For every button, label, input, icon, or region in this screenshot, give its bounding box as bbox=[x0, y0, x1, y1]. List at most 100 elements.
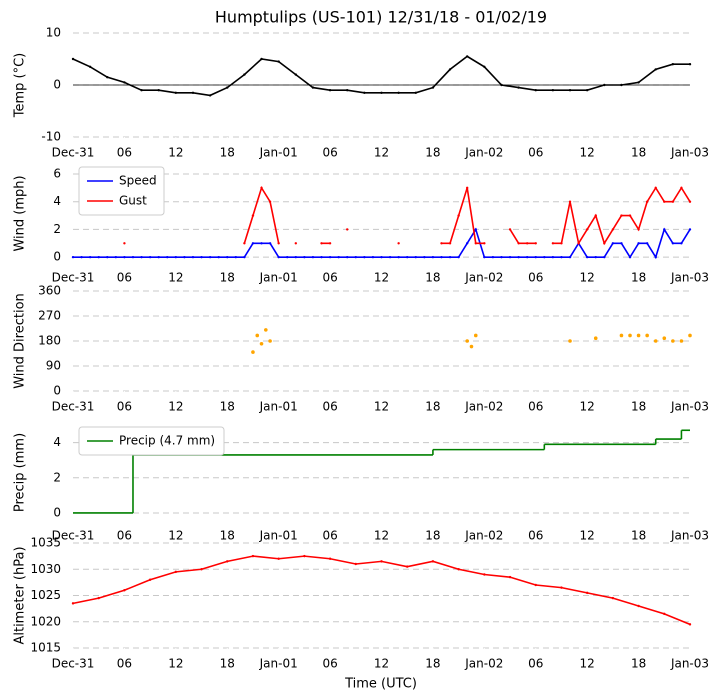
point bbox=[363, 255, 366, 259]
x-tick-label: 18 bbox=[220, 400, 235, 414]
point bbox=[525, 255, 529, 259]
point bbox=[191, 91, 195, 95]
point bbox=[311, 255, 315, 259]
x-tick-label: 12 bbox=[168, 529, 183, 543]
x-tick-label: Dec-31 bbox=[52, 271, 95, 285]
point bbox=[568, 200, 572, 203]
point bbox=[680, 242, 683, 245]
point bbox=[636, 333, 641, 338]
point bbox=[517, 255, 520, 259]
point bbox=[88, 65, 92, 69]
point bbox=[260, 186, 263, 190]
y-tick-label: 180 bbox=[38, 334, 61, 348]
point bbox=[645, 333, 649, 338]
point bbox=[371, 255, 375, 259]
point bbox=[688, 333, 692, 338]
x-tick-label: Jan-02 bbox=[464, 529, 503, 543]
point bbox=[560, 255, 563, 259]
point bbox=[568, 89, 572, 92]
x-tick-label: 06 bbox=[528, 657, 543, 671]
point bbox=[491, 255, 495, 259]
point bbox=[448, 255, 452, 259]
y-tick-label: 0 bbox=[53, 384, 61, 398]
point bbox=[406, 565, 409, 568]
point bbox=[123, 255, 126, 259]
point bbox=[217, 255, 220, 259]
point bbox=[88, 255, 92, 259]
x-tick-label: Dec-31 bbox=[52, 529, 95, 543]
x-tick-label: Dec-31 bbox=[52, 657, 95, 671]
x-tick-label: 18 bbox=[425, 271, 440, 285]
point bbox=[157, 255, 160, 259]
point bbox=[354, 255, 357, 259]
point bbox=[465, 339, 469, 343]
x-tick-label: Jan-03 bbox=[670, 657, 709, 671]
point bbox=[406, 255, 409, 259]
point bbox=[637, 81, 640, 84]
y-tick-label: 90 bbox=[46, 359, 61, 373]
point bbox=[294, 255, 298, 259]
x-tick-label: 18 bbox=[631, 146, 646, 160]
x-tick-label: Jan-01 bbox=[259, 146, 298, 160]
point bbox=[671, 339, 675, 343]
x-tick-label: Jan-01 bbox=[259, 657, 298, 671]
x-tick-label: 18 bbox=[220, 529, 235, 543]
y-axis-label: Temp (°C) bbox=[13, 53, 28, 119]
point bbox=[457, 255, 460, 259]
point bbox=[259, 341, 264, 346]
point bbox=[483, 242, 486, 245]
point bbox=[474, 242, 477, 245]
point bbox=[346, 89, 349, 92]
point bbox=[268, 200, 272, 203]
point bbox=[517, 242, 520, 245]
point bbox=[594, 255, 597, 259]
y-axis-label: Wind (mph) bbox=[13, 175, 28, 251]
x-tick-label: 12 bbox=[374, 529, 389, 543]
point bbox=[123, 81, 126, 84]
point bbox=[174, 255, 178, 259]
point bbox=[448, 68, 452, 71]
point bbox=[320, 242, 323, 245]
x-tick-label: 06 bbox=[528, 146, 543, 160]
point bbox=[414, 91, 417, 95]
x-tick-label: Jan-02 bbox=[464, 271, 503, 285]
point bbox=[465, 242, 469, 245]
x-tick-label: 06 bbox=[528, 271, 543, 285]
point bbox=[363, 91, 366, 95]
point bbox=[603, 83, 606, 87]
point bbox=[354, 562, 357, 566]
point bbox=[380, 560, 383, 563]
point bbox=[671, 62, 675, 66]
y-tick-label: 6 bbox=[53, 167, 61, 181]
point bbox=[431, 560, 435, 563]
point bbox=[328, 557, 332, 560]
point bbox=[611, 596, 615, 600]
x-tick-label: 12 bbox=[168, 146, 183, 160]
point bbox=[543, 255, 546, 259]
x-tick-label: 18 bbox=[425, 400, 440, 414]
point bbox=[628, 333, 632, 338]
point bbox=[294, 242, 298, 245]
point bbox=[71, 602, 75, 605]
point bbox=[106, 255, 109, 259]
point bbox=[469, 344, 474, 349]
point bbox=[97, 596, 100, 600]
point bbox=[328, 255, 332, 259]
point bbox=[260, 57, 263, 61]
point bbox=[457, 214, 460, 217]
point bbox=[431, 255, 435, 259]
x-tick-label: 18 bbox=[425, 657, 440, 671]
point bbox=[483, 65, 486, 69]
x-tick-label: 18 bbox=[631, 400, 646, 414]
point bbox=[226, 560, 229, 563]
point bbox=[80, 255, 83, 259]
point bbox=[440, 242, 443, 245]
x-tick-label: 12 bbox=[580, 146, 595, 160]
point bbox=[628, 214, 632, 217]
point bbox=[603, 255, 606, 259]
point bbox=[131, 255, 135, 259]
point bbox=[500, 255, 503, 259]
y-tick-label: 0 bbox=[53, 78, 61, 92]
y-tick-label: 270 bbox=[38, 309, 61, 323]
